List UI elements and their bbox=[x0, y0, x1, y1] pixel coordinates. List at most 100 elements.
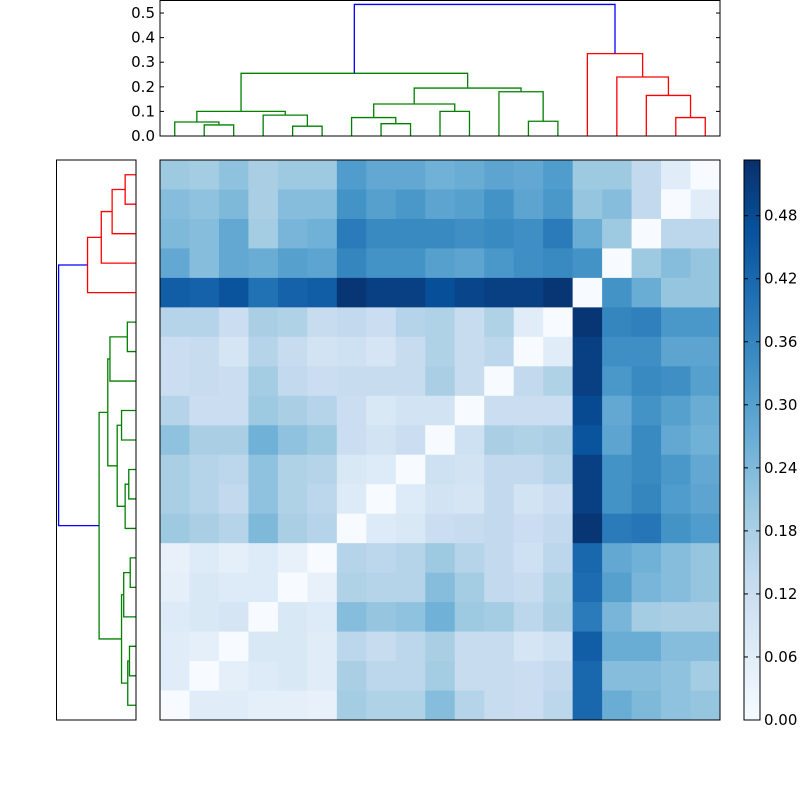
heatmap-cell bbox=[160, 218, 190, 249]
heatmap-cell bbox=[189, 189, 220, 220]
heatmap-cell bbox=[484, 218, 515, 249]
heatmap-cell bbox=[543, 425, 574, 456]
heatmap-cell bbox=[189, 366, 220, 397]
heatmap-cell bbox=[218, 307, 249, 338]
heatmap-cell bbox=[513, 277, 544, 308]
heatmap-cell bbox=[366, 366, 397, 397]
colorbar-tick-label: 0.18 bbox=[764, 522, 797, 540]
heatmap-cell bbox=[543, 513, 574, 544]
heatmap-cell bbox=[572, 572, 603, 603]
heatmap-cell bbox=[484, 484, 515, 515]
heatmap-cell bbox=[454, 425, 485, 456]
heatmap-cell bbox=[543, 218, 574, 249]
heatmap-cell bbox=[484, 602, 515, 633]
heatmap-cell bbox=[454, 307, 485, 338]
heatmap-cell bbox=[160, 543, 190, 574]
dendrogram-link bbox=[586, 52, 644, 136]
heatmap-cell bbox=[661, 425, 692, 456]
heatmap-cell bbox=[248, 189, 279, 220]
heatmap-cell bbox=[307, 661, 338, 692]
heatmap-cell bbox=[189, 484, 220, 515]
heatmap-cell bbox=[425, 661, 456, 692]
heatmap-cell bbox=[513, 395, 544, 426]
heatmap-cell bbox=[425, 366, 456, 397]
heatmap-cell bbox=[631, 248, 662, 279]
heatmap-cell bbox=[602, 484, 633, 515]
heatmap-cell bbox=[218, 366, 249, 397]
heatmap-cell bbox=[395, 248, 426, 279]
heatmap-cell bbox=[513, 572, 544, 603]
heatmap-cell bbox=[690, 336, 721, 367]
heatmap-cell bbox=[484, 366, 515, 397]
heatmap-cell bbox=[366, 602, 397, 633]
y-axis-tick-label: 0.5 bbox=[131, 4, 155, 22]
heatmap-cell bbox=[218, 218, 249, 249]
heatmap-cell bbox=[484, 661, 515, 692]
heatmap-cell bbox=[602, 160, 633, 190]
colorbar-tick-label: 0.06 bbox=[764, 648, 797, 666]
heatmap-cell bbox=[160, 366, 190, 397]
heatmap-cell bbox=[395, 307, 426, 338]
heatmap-cell bbox=[631, 631, 662, 662]
heatmap-cell bbox=[160, 690, 190, 721]
heatmap-cell bbox=[572, 395, 603, 426]
heatmap-cell bbox=[189, 513, 220, 544]
heatmap-cell bbox=[690, 248, 721, 279]
heatmap-cell bbox=[543, 631, 574, 662]
heatmap-cell bbox=[543, 484, 574, 515]
heatmap-cell bbox=[277, 543, 308, 574]
heatmap-cell bbox=[484, 189, 515, 220]
heatmap-cell bbox=[248, 425, 279, 456]
heatmap-cell bbox=[366, 661, 397, 692]
heatmap-cell bbox=[484, 543, 515, 574]
heatmap-cell bbox=[277, 690, 308, 721]
heatmap-cell bbox=[366, 160, 397, 190]
heatmap-cell bbox=[690, 160, 721, 190]
heatmap-cell bbox=[602, 218, 633, 249]
heatmap-cell bbox=[277, 425, 308, 456]
heatmap-cell bbox=[395, 454, 426, 485]
heatmap-cell bbox=[602, 602, 633, 633]
heatmap-cell bbox=[690, 631, 721, 662]
heatmap-cell bbox=[248, 543, 279, 574]
heatmap-cell bbox=[690, 602, 721, 633]
heatmap-cell bbox=[454, 395, 485, 426]
heatmap-cell bbox=[572, 690, 603, 721]
heatmap-cell bbox=[602, 366, 633, 397]
heatmap-cell bbox=[661, 572, 692, 603]
heatmap-cell bbox=[336, 602, 367, 633]
heatmap-cell bbox=[454, 513, 485, 544]
heatmap-cell bbox=[395, 602, 426, 633]
heatmap-cell bbox=[189, 425, 220, 456]
dendrogram-link bbox=[439, 110, 471, 136]
heatmap-cell bbox=[572, 454, 603, 485]
heatmap-cell bbox=[189, 572, 220, 603]
heatmap-cell bbox=[425, 248, 456, 279]
heatmap-cell bbox=[366, 189, 397, 220]
heatmap-cell bbox=[189, 690, 220, 721]
dendrogram-link bbox=[98, 411, 122, 640]
heatmap-cell bbox=[631, 425, 662, 456]
heatmap-cell bbox=[336, 661, 367, 692]
heatmap-cell bbox=[160, 572, 190, 603]
colorbar-tick-label: 0.36 bbox=[764, 333, 797, 351]
heatmap-cell bbox=[277, 336, 308, 367]
heatmap-cell bbox=[277, 572, 308, 603]
heatmap-cell bbox=[189, 277, 220, 308]
heatmap-cell bbox=[336, 366, 367, 397]
heatmap-cell bbox=[218, 631, 249, 662]
heatmap-cell bbox=[454, 484, 485, 515]
heatmap-cell bbox=[602, 513, 633, 544]
heatmap-cell bbox=[307, 690, 338, 721]
heatmap-cell bbox=[160, 189, 190, 220]
y-axis-tick-label: 0.3 bbox=[131, 53, 155, 71]
heatmap-cell bbox=[690, 218, 721, 249]
heatmap-cell bbox=[395, 366, 426, 397]
heatmap-cell bbox=[189, 395, 220, 426]
dendrogram-link bbox=[107, 358, 118, 467]
heatmap-cell bbox=[690, 366, 721, 397]
heatmap-cell bbox=[661, 248, 692, 279]
heatmap-cell bbox=[277, 248, 308, 279]
heatmap-cell bbox=[395, 690, 426, 721]
heatmap-cell bbox=[277, 631, 308, 662]
